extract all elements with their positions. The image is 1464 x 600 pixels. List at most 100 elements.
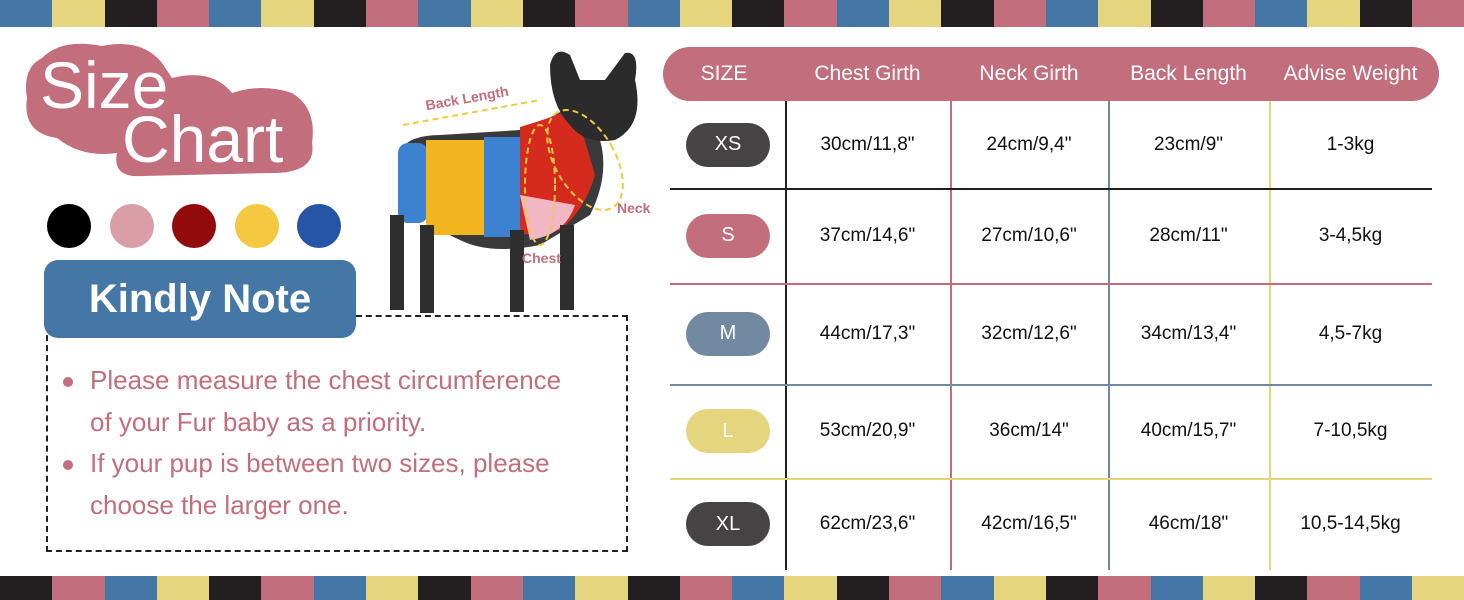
table-cell: 23cm/9" [1153,133,1224,155]
stripe-segment [732,0,785,27]
table-cell: 3-4,5kg [1318,224,1383,246]
stripe-segment [1359,576,1413,600]
table-header [663,47,1439,101]
stripe-segment [941,0,994,27]
stripe-segment [156,0,210,27]
color-swatch-yellow[interactable] [234,204,279,248]
header-chest-girth: Chest Girth [814,62,921,85]
table-cell: 40cm/15,7" [1140,420,1237,441]
column-divider [785,101,787,570]
dog-sweater-image [390,51,638,313]
stripe-segment [575,0,628,27]
note-line: choose the larger one. [90,490,349,520]
kindly-note-heading: Kindly Note [44,260,356,338]
stripe-segment [1412,0,1464,27]
stripe-segment [209,0,262,27]
header-neck-girth: Neck Girth [979,62,1079,85]
row-divider [670,283,1432,285]
size-chart-title: Size Chart [22,38,322,178]
stripe-segment [470,576,523,600]
stripe-segment [366,576,419,600]
stripe-segment [1150,0,1203,27]
stripe-segment [156,576,210,600]
table-cell: 30cm/11,8" [820,133,915,155]
title-cloud-shape [26,43,313,177]
table-cell: 34cm/13,4" [1140,322,1237,344]
bullet-icon [63,460,73,470]
stripe-segment [313,0,367,27]
table-cell: 32cm/12,6" [981,322,1077,344]
table-cell: 44cm/17,3" [819,322,916,344]
stripe-segment [993,576,1046,600]
color-swatch-black[interactable] [47,204,91,248]
note-line: Please measure the chest circumference [90,365,562,395]
stripe-segment [52,576,105,600]
stripe-segment [418,576,471,600]
stripe-segment [470,0,523,27]
stripe-segment [209,576,262,600]
title-line-1: Size [40,48,169,122]
stripe-segment [1412,576,1464,600]
stripe-segment [0,576,53,600]
bullet-icon [63,377,73,387]
stripe-segment [993,0,1046,27]
stripe-segment [679,576,733,600]
stripe-segment [1045,0,1099,27]
table-cell: 36cm/14" [989,420,1069,441]
size-badge-s: S [686,213,770,258]
stripe-segment [52,0,105,27]
stripe-segment [418,0,471,27]
stripe-segment [836,576,890,600]
stripe-segment [104,0,157,27]
row-divider [670,478,1432,480]
title-line-2: Chart [122,102,284,176]
row-divider [670,188,1432,190]
color-swatch-pink[interactable] [109,204,154,248]
note-item-2: If your pup is between two sizes, please… [90,442,630,526]
stripe-segment [0,0,53,27]
stripe-segment [941,576,994,600]
stripe-segment [1255,0,1308,27]
stripe-segment [261,576,314,600]
color-swatch-blue[interactable] [297,204,341,248]
header-size: SIZE [700,62,748,85]
size-badge-m: M [686,311,770,356]
color-swatch-red[interactable] [172,204,216,248]
stripe-segment [889,576,942,600]
stripe-segment [1255,576,1308,600]
stripe-segment [679,0,733,27]
stripe-segment [627,0,680,27]
stripe-segment [1202,576,1256,600]
stripe-segment [732,576,785,600]
header-back-length: Back Length [1130,62,1247,85]
table-cell: 7-10,5kg [1313,420,1388,441]
table-cell: 10,5-14,5kg [1300,513,1401,534]
note-box [46,315,628,552]
note-line: If your pup is between two sizes, please [90,448,550,478]
stripe-segment [1150,576,1203,600]
stripe-segment [1202,0,1256,27]
table-cell: 4,5-7kg [1318,322,1383,344]
chest-label: Chest [522,250,561,266]
size-badge-xl: XL [686,502,770,546]
top-color-stripe [0,0,1464,27]
table-cell: 62cm/23,6" [819,513,916,534]
stripe-segment [1359,0,1413,27]
table-cell: 1-3kg [1326,133,1375,155]
table-cell: 27cm/10,6" [981,224,1077,246]
stripe-segment [575,576,628,600]
stripe-segment [1098,0,1151,27]
table-cell: 28cm/11" [1149,224,1228,246]
stripe-segment [522,576,576,600]
stripe-segment [1307,576,1360,600]
column-divider [950,101,952,570]
stripe-segment [104,576,157,600]
stripe-segment [522,0,576,27]
stripe-segment [1098,576,1151,600]
note-line: of your Fur baby as a priority. [90,407,427,437]
stripe-segment [313,576,367,600]
table-cell: 24cm/9,4" [986,133,1072,155]
stripe-segment [836,0,890,27]
size-badge-l: L [686,409,770,453]
note-box-border [356,315,628,317]
